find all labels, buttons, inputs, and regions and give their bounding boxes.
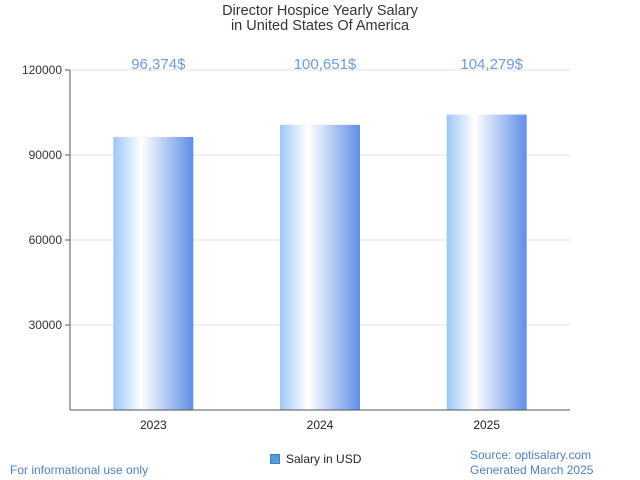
data-label: 104,279$ <box>460 56 523 73</box>
legend-label: Salary in USD <box>286 452 362 466</box>
chart-title: Director Hospice Yearly Salary in United… <box>0 4 640 34</box>
data-label: 100,651$ <box>294 56 357 73</box>
y-tick-label: 90000 <box>29 148 63 162</box>
legend: Salary in USD <box>270 452 361 466</box>
generated-date: Generated March 2025 <box>470 463 594 477</box>
legend-swatch <box>270 454 280 464</box>
bars <box>113 114 527 410</box>
source-block: Source: optisalary.com Generated March 2… <box>470 448 593 478</box>
y-tick-label: 30000 <box>29 318 63 332</box>
source-link[interactable]: Source: optisalary.com <box>470 448 592 462</box>
x-tick-label: 2025 <box>473 418 500 432</box>
disclaimer-text: For informational use only <box>10 463 149 477</box>
axes <box>65 69 570 411</box>
bar <box>280 124 360 410</box>
chart-title-line1: Director Hospice Yearly Salary <box>222 3 418 19</box>
y-tick-label: 60000 <box>29 233 63 247</box>
chart-title-line2: in United States Of America <box>230 18 410 34</box>
x-tick-label: 2023 <box>140 418 167 432</box>
bar <box>113 136 194 410</box>
labels: 30000 60000 90000 120000 2023 96,374$ 2024 100,… <box>22 56 524 432</box>
x-tick-label: 2024 <box>307 418 334 432</box>
bar <box>446 114 527 410</box>
data-label: 96,374$ <box>131 56 186 73</box>
y-tick-label: 120000 <box>22 63 62 77</box>
